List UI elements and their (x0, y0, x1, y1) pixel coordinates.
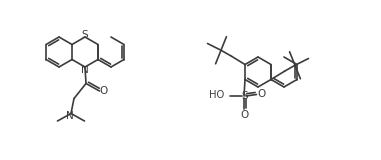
Text: O: O (258, 88, 266, 99)
Text: S: S (242, 91, 248, 101)
Text: HO: HO (209, 90, 224, 100)
Text: O: O (240, 109, 248, 120)
Text: N: N (66, 111, 74, 121)
Text: N: N (81, 64, 89, 75)
Text: O: O (99, 86, 107, 96)
Text: S: S (82, 29, 88, 40)
